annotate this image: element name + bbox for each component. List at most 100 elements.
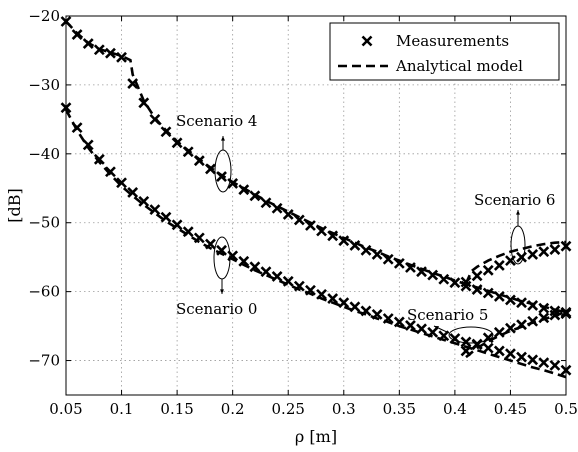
measurement-point — [360, 244, 372, 256]
marker-stroke — [205, 163, 216, 175]
measurement-point — [505, 255, 516, 267]
scenario-5-ellipse — [448, 326, 494, 344]
measurement-point — [493, 326, 505, 338]
scenario-0-ellipse — [213, 236, 231, 280]
marker-stroke — [260, 266, 272, 278]
marker-stroke — [460, 345, 472, 357]
measurement-point — [349, 301, 361, 313]
marker-stroke — [493, 345, 505, 357]
legend: Measurements Analytical model — [329, 22, 560, 81]
measurement-point — [549, 309, 561, 321]
measurement-point — [93, 153, 105, 165]
marker-stroke — [471, 270, 483, 282]
measurement-point — [538, 246, 550, 258]
y-tick-label: −30 — [28, 76, 60, 94]
legend-measurements-marker — [361, 35, 373, 47]
x-tick-label: 0.1 — [110, 400, 134, 418]
series-layer — [60, 16, 572, 379]
marker-stroke — [305, 284, 316, 296]
measurement-point — [349, 240, 361, 251]
marker-stroke — [482, 287, 494, 299]
marker-stroke — [393, 257, 405, 269]
marker-stroke — [482, 342, 494, 354]
measurement-point — [393, 316, 405, 328]
measurement-point — [193, 155, 205, 167]
annotation-label: Scenario 4 — [176, 112, 257, 130]
measurement-point — [549, 244, 561, 256]
marker-stroke — [471, 284, 483, 295]
marker-stroke — [93, 153, 105, 165]
measurement-point — [116, 177, 127, 189]
marker-stroke — [527, 315, 539, 327]
marker-stroke — [82, 38, 94, 49]
marker-stroke — [549, 244, 561, 256]
marker-stroke — [105, 47, 116, 59]
legend-model-label: Analytical model — [395, 57, 523, 75]
measurement-point — [527, 315, 539, 327]
y-tick-label: −50 — [28, 214, 60, 232]
marker-stroke — [193, 155, 205, 167]
marker-stroke — [216, 244, 227, 256]
measurement-point — [538, 302, 550, 314]
marker-stroke — [371, 249, 383, 260]
measurement-point — [471, 284, 483, 295]
marker-stroke — [127, 186, 139, 198]
measurement-point — [527, 249, 539, 260]
marker-stroke — [282, 209, 294, 220]
marker-stroke — [338, 235, 350, 247]
measurement-point — [538, 357, 550, 369]
marker-stroke — [382, 253, 394, 265]
measurement-point — [160, 126, 172, 138]
model-line-0 — [65, 20, 567, 314]
x-tick-label: 0.35 — [383, 400, 416, 418]
marker-stroke — [549, 359, 561, 371]
x-tick-label: 0.4 — [443, 400, 467, 418]
measurement-point — [527, 354, 539, 366]
measurement-point — [460, 336, 472, 348]
measurement-point — [516, 297, 527, 309]
model-line-3 — [465, 310, 567, 359]
marker-stroke — [249, 261, 261, 273]
measurement-point — [149, 204, 161, 216]
marker-stroke — [516, 319, 527, 331]
marker-stroke — [460, 276, 472, 288]
measurement-point — [416, 266, 427, 278]
marker-stroke — [505, 294, 516, 306]
scenario-4-arrow-head — [221, 136, 225, 141]
measurement-point — [205, 163, 216, 175]
measurement-point — [482, 342, 494, 354]
measurement-series-1 — [60, 102, 572, 376]
measurement-point — [71, 122, 83, 134]
marker-stroke — [493, 260, 505, 271]
measurement-point — [505, 348, 516, 360]
measurement-point — [360, 305, 372, 317]
measurement-point — [549, 359, 561, 371]
measurement-point — [282, 209, 294, 220]
measurement-point — [416, 323, 427, 335]
marker-stroke — [427, 269, 439, 281]
marker-stroke — [116, 177, 127, 189]
measurement-point — [493, 345, 505, 357]
measurement-point — [149, 113, 161, 125]
marker-stroke — [361, 35, 373, 47]
marker-stroke — [338, 297, 350, 309]
marker-stroke — [493, 291, 505, 302]
marker-stroke — [549, 309, 561, 321]
x-tick-label: 0.15 — [160, 400, 193, 418]
marker-stroke — [405, 319, 416, 331]
marker-stroke — [471, 338, 483, 350]
marker-stroke — [405, 262, 416, 273]
marker-stroke — [182, 146, 194, 158]
scenario-0-arrow-head — [220, 289, 224, 294]
annotation-label: Scenario 5 — [407, 306, 488, 324]
annotation-layer: Scenario 4 Scenario 0 Scenario 5 Scenario 6 — [176, 112, 555, 344]
legend-measurements-label: Measurements — [396, 32, 509, 50]
measurement-point — [393, 257, 405, 269]
annotation-label: Scenario 6 — [474, 191, 555, 209]
measurement-point — [549, 305, 561, 317]
marker-stroke — [138, 195, 150, 207]
annotation-label: Scenario 0 — [176, 300, 257, 318]
marker-stroke — [271, 202, 283, 214]
measurement-point — [449, 277, 461, 289]
measurement-point — [482, 287, 494, 299]
